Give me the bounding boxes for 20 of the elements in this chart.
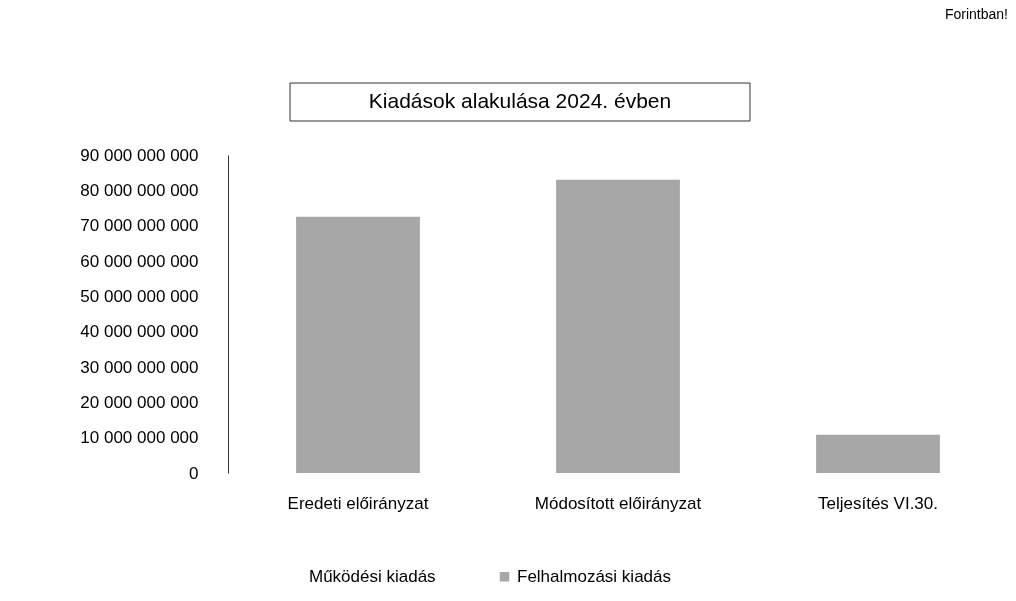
y-tick-label: 80 000 000 000 bbox=[80, 180, 199, 200]
x-tick-label: Teljesítés VI.30. bbox=[817, 493, 939, 513]
legend-label: Felhalmozási kiadás bbox=[517, 566, 672, 586]
bar bbox=[296, 216, 420, 473]
text: Forintban! bbox=[944, 6, 1008, 22]
y-tick-label: 20 000 000 000 bbox=[80, 392, 199, 412]
x-tick-label: Eredeti előirányzat bbox=[287, 493, 429, 513]
y-tick-label: 40 000 000 000 bbox=[80, 322, 199, 342]
y-tick-label: 0 bbox=[189, 463, 199, 483]
y-tick-label: 50 000 000 000 bbox=[80, 286, 199, 306]
text: Működési kiadás bbox=[309, 566, 436, 586]
y-tick-label: 90 000 000 000 bbox=[80, 145, 199, 165]
y-tick-label: 70 000 000 000 bbox=[80, 216, 199, 236]
x-tick-label: Módosított előirányzat bbox=[534, 493, 702, 513]
bar bbox=[816, 434, 940, 473]
bar bbox=[556, 179, 680, 473]
y-tick-label: 10 000 000 000 bbox=[80, 428, 199, 448]
y-tick-label: 30 000 000 000 bbox=[80, 357, 199, 377]
y-tick-label: 60 000 000 000 bbox=[80, 251, 199, 271]
chart-title: Kiadások alakulása 2024. évben bbox=[368, 89, 672, 112]
